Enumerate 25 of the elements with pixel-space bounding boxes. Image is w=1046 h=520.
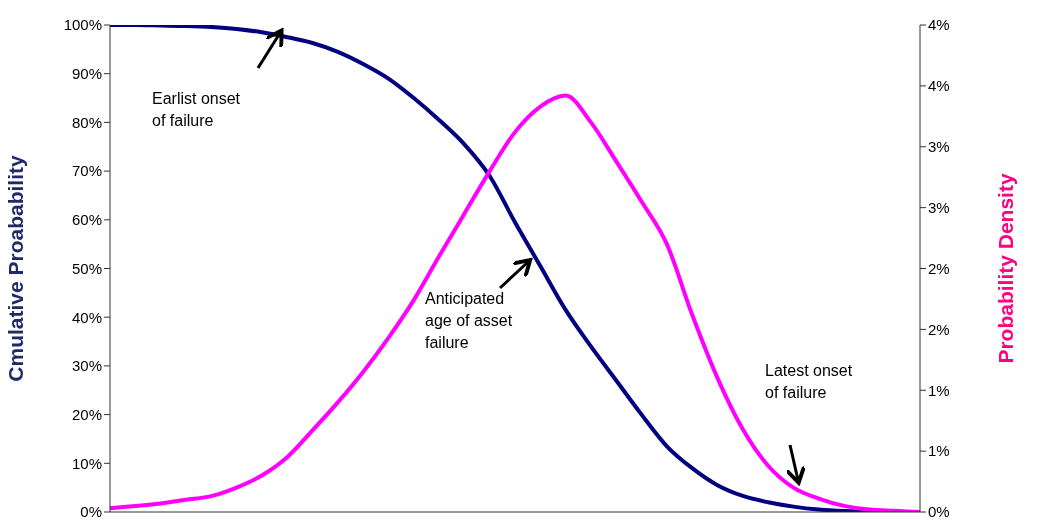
y-tick-label: 100%	[63, 16, 102, 34]
y-tick-label: 70%	[71, 162, 102, 180]
y2-axis-title: Probability Density	[994, 173, 1018, 364]
y-tick-label: 30%	[71, 357, 102, 375]
y2-tick-label: 4%	[928, 77, 950, 95]
annotation: Anticipated age of asset failure	[425, 289, 514, 353]
y-tick-label: 90%	[71, 65, 102, 83]
y-tick-label: 10%	[71, 454, 102, 472]
y-axis-title: Cmulative Proabability	[4, 154, 28, 382]
y2-tick-label: 0%	[928, 503, 950, 520]
y2-tick-label: 3%	[928, 198, 950, 216]
y2-tick-label: 3%	[928, 138, 950, 156]
y2-tick-label: 4%	[928, 16, 950, 34]
y2-tick-label: 1%	[928, 442, 950, 460]
y-tick-label: 20%	[71, 405, 102, 423]
y2-tick-label: 2%	[928, 259, 950, 277]
y2-tick-label: 2%	[928, 320, 950, 338]
y-tick-label: 50%	[71, 259, 102, 277]
annotation: Earlist onset of failure	[152, 89, 242, 131]
annotation: Latest onset of failure	[765, 361, 854, 403]
y-tick-label: 80%	[71, 113, 102, 131]
y2-tick-label: 1%	[928, 381, 950, 399]
y-tick-label: 0%	[80, 503, 102, 520]
y-tick-label: 40%	[71, 308, 102, 326]
y-tick-label: 60%	[71, 211, 102, 229]
